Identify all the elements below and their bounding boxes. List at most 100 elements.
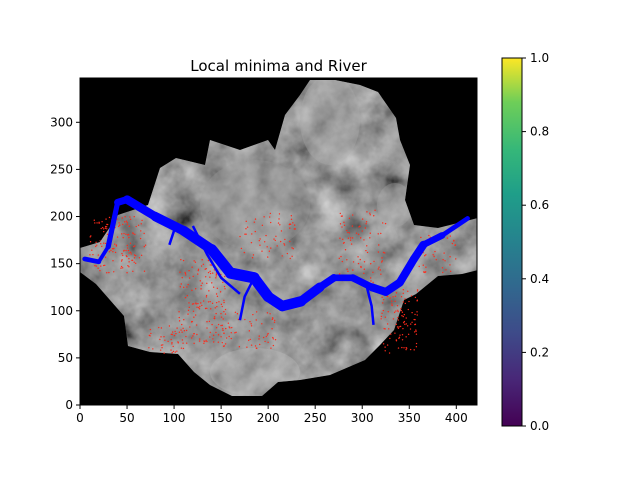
local-minimum-point [259,343,261,346]
local-minimum-point [250,325,253,327]
local-minimum-point [198,308,201,310]
local-minimum-point [415,333,418,335]
y-tick-label: 300 [50,115,73,129]
local-minimum-point [199,280,201,282]
local-minimum-point [209,300,211,303]
local-minimum-point [120,265,123,268]
local-minimum-point [270,347,272,349]
local-minimum-point [134,254,137,257]
local-minimum-point [259,244,261,246]
local-minimum-point [194,261,197,263]
local-minimum-point [215,327,218,329]
local-minimum-point [197,302,199,305]
colorbar-tick-label: 0.8 [530,125,549,139]
local-minimum-point [292,248,294,250]
local-minimum-point [405,317,407,319]
local-minimum-point [378,244,380,246]
local-minimum-point [188,277,191,279]
local-minimum-point [222,318,224,320]
local-minimum-point [359,258,361,261]
local-minimum-point [212,334,215,337]
local-minimum-point [402,288,405,291]
local-minimum-point [215,301,218,304]
local-minimum-point [402,292,404,295]
local-minimum-point [278,213,281,215]
local-minimum-point [176,327,178,329]
local-minimum-point [397,347,400,349]
local-minimum-point [250,241,253,244]
local-minimum-point [182,342,184,344]
local-minimum-point [197,306,200,309]
local-minimum-point [185,335,187,338]
local-minimum-point [185,329,188,332]
local-minimum-point [215,331,217,334]
local-minimum-point [121,217,123,219]
local-minimum-point [391,300,393,302]
local-minimum-point [108,251,111,253]
local-minimum-point [212,338,214,340]
local-minimum-point [197,273,199,275]
x-tick-label: 400 [445,411,468,425]
local-minimum-point [420,236,422,239]
local-minimum-point [206,321,208,323]
local-minimum-point [377,251,380,253]
local-minimum-point [94,222,96,224]
local-minimum-point [129,218,132,220]
local-minimum-point [192,310,195,313]
local-minimum-point [190,321,193,323]
local-minimum-point [400,308,402,310]
local-minimum-point [208,290,210,292]
local-minimum-point [229,327,231,329]
local-minimum-point [399,334,401,336]
local-minimum-point [389,297,391,299]
local-minimum-point [341,260,344,263]
local-minimum-point [195,324,198,326]
local-minimum-point [224,275,226,278]
local-minimum-point [238,346,241,348]
local-minimum-point [128,252,130,254]
local-minimum-point [194,288,197,290]
local-minimum-point [339,212,342,215]
local-minimum-point [386,344,389,346]
local-minimum-point [213,316,216,318]
local-minimum-point [134,262,137,265]
local-minimum-point [381,296,383,298]
x-tick-label: 50 [119,411,134,425]
colorbar-axis: 0.0 0.2 0.4 0.6 0.8 1.0 [522,51,549,433]
local-minimum-point [263,241,266,243]
local-minimum-point [394,332,396,334]
local-minimum-point [91,249,93,251]
local-minimum-point [170,338,172,341]
local-minimum-point [413,349,415,351]
local-minimum-point [290,215,293,217]
local-minimum-point [222,281,224,284]
local-minimum-point [184,296,187,299]
local-minimum-point [178,311,180,313]
local-minimum-point [111,248,114,250]
local-minimum-point [104,227,107,229]
local-minimum-point [249,338,251,341]
local-minimum-point [122,236,124,239]
local-minimum-point [363,239,365,241]
local-minimum-point [183,330,186,332]
local-minimum-point [347,270,349,273]
local-minimum-point [193,342,195,345]
local-minimum-point [386,323,389,325]
local-minimum-point [121,267,124,269]
local-minimum-point [178,331,181,333]
local-minimum-point [133,261,135,263]
local-minimum-point [118,222,120,224]
local-minimum-point [185,274,187,276]
local-minimum-point [101,220,103,223]
local-minimum-point [341,226,343,228]
local-minimum-point [98,221,100,223]
local-minimum-point [223,310,225,313]
local-minimum-point [215,312,217,315]
local-minimum-point [268,250,271,252]
local-minimum-point [381,222,384,224]
local-minimum-point [361,218,364,220]
local-minimum-point [441,267,444,269]
local-minimum-point [102,228,105,230]
local-minimum-point [92,253,94,256]
